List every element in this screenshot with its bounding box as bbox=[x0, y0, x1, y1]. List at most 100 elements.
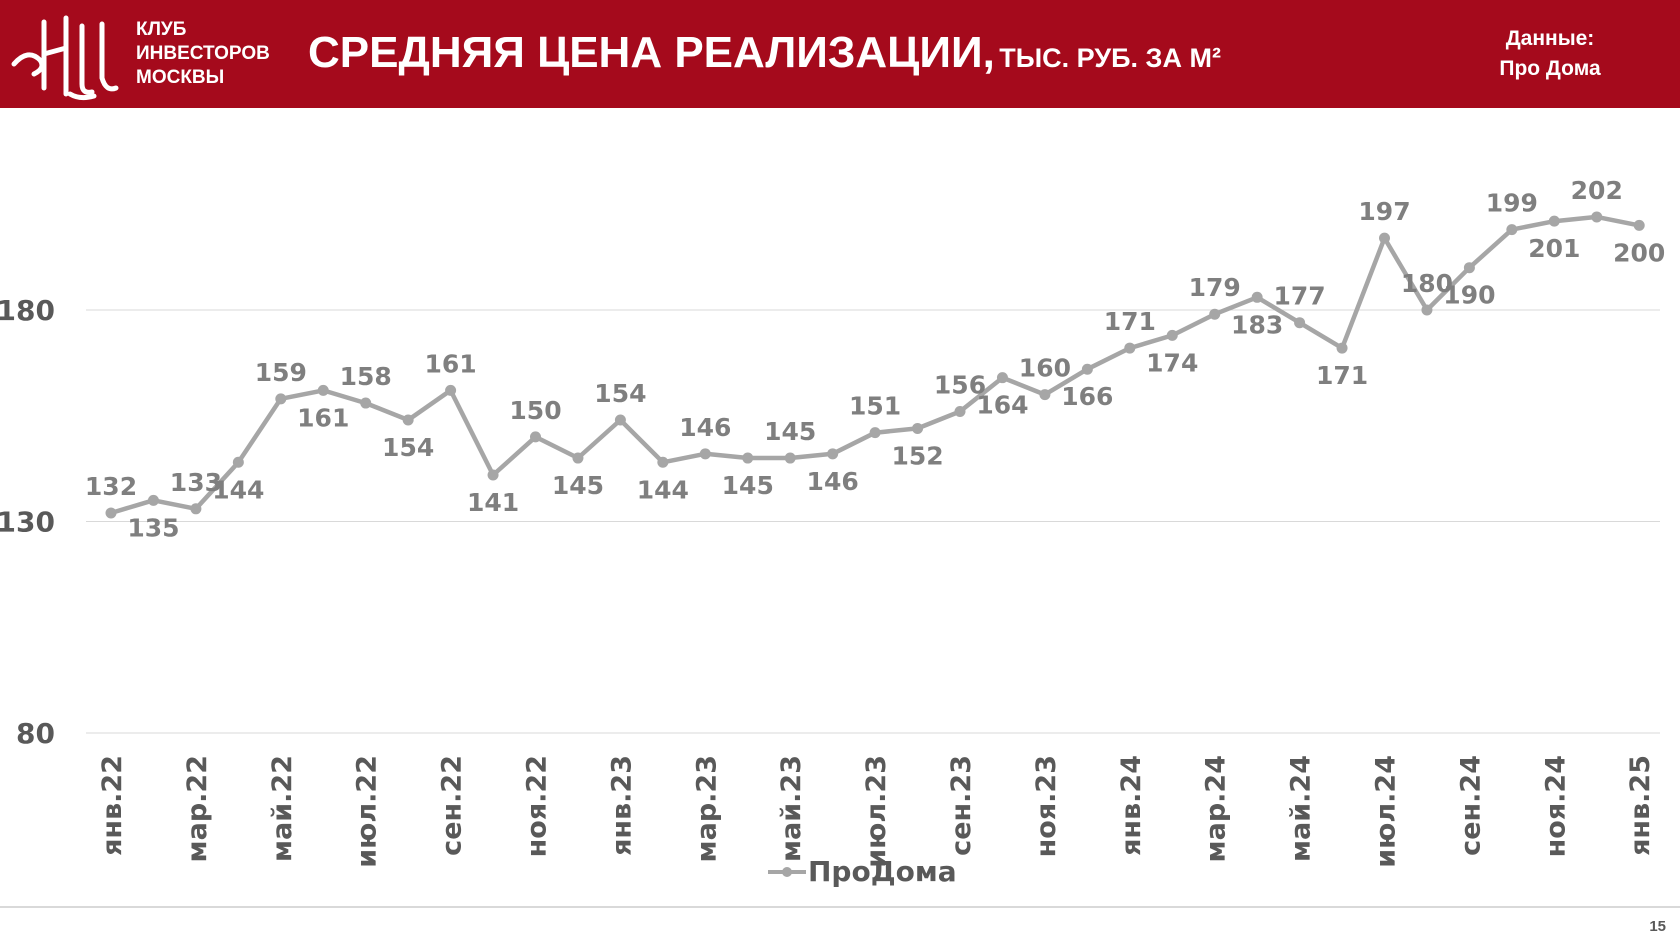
club-name-line-1: КЛУБ bbox=[136, 19, 187, 40]
data-point bbox=[1209, 308, 1221, 320]
data-point bbox=[1548, 215, 1560, 227]
data-label: 197 bbox=[1358, 197, 1410, 226]
data-point bbox=[784, 452, 796, 464]
price-line-chart: 8013018013213513314415916115815416114115… bbox=[0, 176, 1665, 888]
x-tick-label: янв.24 bbox=[1116, 755, 1147, 856]
data-label: 145 bbox=[552, 471, 604, 500]
x-tick-label: июл.24 bbox=[1371, 755, 1402, 868]
data-label: 146 bbox=[807, 467, 859, 496]
data-point bbox=[445, 384, 457, 396]
y-tick-label: 130 bbox=[0, 506, 55, 539]
data-label: 141 bbox=[467, 488, 519, 517]
data-point bbox=[1081, 363, 1093, 375]
data-label: 145 bbox=[722, 471, 774, 500]
x-tick-label: мар.23 bbox=[691, 755, 722, 862]
data-label: 154 bbox=[594, 379, 646, 408]
data-point bbox=[1039, 389, 1051, 401]
data-label: 158 bbox=[340, 362, 392, 391]
page-title: СРЕДНЯЯ ЦЕНА РЕАЛИЗАЦИИ, ТЫС. РУБ. ЗА М² bbox=[308, 28, 1221, 78]
data-point bbox=[742, 452, 754, 464]
x-tick-label: сен.22 bbox=[437, 755, 468, 856]
data-source: Данные: Про Дома bbox=[1460, 24, 1640, 84]
data-point bbox=[1251, 291, 1263, 303]
x-tick-label: май.24 bbox=[1286, 755, 1317, 862]
data-label: 164 bbox=[976, 391, 1028, 420]
club-name: КЛУБ ИНВЕСТОРОВ МОСКВЫ bbox=[136, 18, 270, 90]
x-tick-label: мар.24 bbox=[1201, 755, 1232, 862]
data-point bbox=[1336, 342, 1348, 354]
data-label: 146 bbox=[679, 413, 731, 442]
data-point bbox=[827, 448, 839, 460]
data-label: 183 bbox=[1231, 310, 1283, 339]
data-point bbox=[912, 422, 924, 434]
data-point bbox=[1294, 317, 1306, 329]
data-label: 177 bbox=[1274, 282, 1326, 311]
data-point bbox=[1166, 329, 1178, 341]
y-tick-label: 80 bbox=[16, 717, 55, 750]
data-point bbox=[530, 431, 541, 443]
data-source-name: Про Дома bbox=[1499, 57, 1601, 80]
data-label: 179 bbox=[1189, 273, 1241, 302]
x-tick-label: ноя.22 bbox=[522, 755, 553, 857]
data-point bbox=[275, 393, 287, 405]
data-label: 144 bbox=[212, 475, 264, 504]
data-point bbox=[614, 414, 626, 426]
data-label: 166 bbox=[1061, 382, 1113, 411]
data-point bbox=[1506, 224, 1518, 236]
data-point bbox=[105, 507, 117, 519]
club-name-line-2: ИНВЕСТОРОВ bbox=[136, 43, 270, 64]
data-point bbox=[1421, 304, 1433, 316]
x-tick-label: июл.23 bbox=[861, 755, 892, 868]
x-tick-label: ноя.24 bbox=[1540, 755, 1571, 857]
data-label: 171 bbox=[1104, 307, 1156, 336]
page-title-main: СРЕДНЯЯ ЦЕНА РЕАЛИЗАЦИИ, bbox=[308, 28, 995, 77]
data-label: 171 bbox=[1316, 361, 1368, 390]
x-tick-label: сен.23 bbox=[946, 755, 977, 856]
data-point bbox=[657, 456, 669, 468]
data-label: 135 bbox=[127, 513, 179, 542]
data-point bbox=[402, 414, 414, 426]
data-label: 151 bbox=[849, 392, 901, 421]
data-label: 201 bbox=[1528, 234, 1580, 263]
x-tick-label: май.22 bbox=[267, 755, 298, 862]
x-tick-label: мар.22 bbox=[182, 755, 213, 862]
x-tick-label: сен.24 bbox=[1455, 755, 1486, 856]
data-label: 180 bbox=[1401, 269, 1453, 298]
data-label: 154 bbox=[382, 433, 434, 462]
data-label: 156 bbox=[934, 371, 986, 400]
x-tick-label: май.23 bbox=[776, 755, 807, 862]
x-tick-label: ноя.23 bbox=[1031, 755, 1062, 857]
page-number: 15 bbox=[1649, 918, 1666, 935]
data-label: 159 bbox=[255, 358, 307, 387]
data-label: 144 bbox=[637, 475, 689, 504]
data-point bbox=[360, 397, 372, 409]
data-point bbox=[996, 372, 1008, 384]
data-label: 174 bbox=[1146, 348, 1198, 377]
data-point bbox=[1379, 232, 1390, 244]
data-point bbox=[1591, 211, 1603, 223]
data-point bbox=[1124, 342, 1136, 354]
x-tick-label: янв.23 bbox=[606, 755, 637, 856]
data-label: 152 bbox=[891, 441, 943, 470]
x-tick-label: янв.25 bbox=[1625, 755, 1656, 856]
data-label: 202 bbox=[1571, 176, 1623, 205]
data-point bbox=[954, 406, 966, 418]
data-point bbox=[572, 452, 584, 464]
data-label: 200 bbox=[1613, 238, 1665, 267]
legend-label: ПроДома bbox=[808, 855, 957, 888]
x-tick-label: янв.22 bbox=[97, 755, 128, 856]
data-point bbox=[147, 494, 159, 506]
data-point bbox=[869, 427, 881, 439]
data-label: 145 bbox=[764, 417, 816, 446]
data-label: 132 bbox=[85, 472, 137, 501]
data-label: 161 bbox=[297, 403, 349, 432]
data-point bbox=[190, 503, 202, 515]
y-tick-label: 180 bbox=[0, 294, 55, 327]
data-point bbox=[487, 469, 499, 481]
data-source-label: Данные: bbox=[1505, 27, 1595, 50]
legend-marker bbox=[782, 867, 792, 877]
data-point bbox=[232, 456, 244, 468]
data-point bbox=[699, 448, 711, 460]
data-label: 190 bbox=[1443, 281, 1495, 310]
header-bar: КЛУБ ИНВЕСТОРОВ МОСКВЫ СРЕДНЯЯ ЦЕНА РЕАЛ… bbox=[0, 0, 1680, 108]
